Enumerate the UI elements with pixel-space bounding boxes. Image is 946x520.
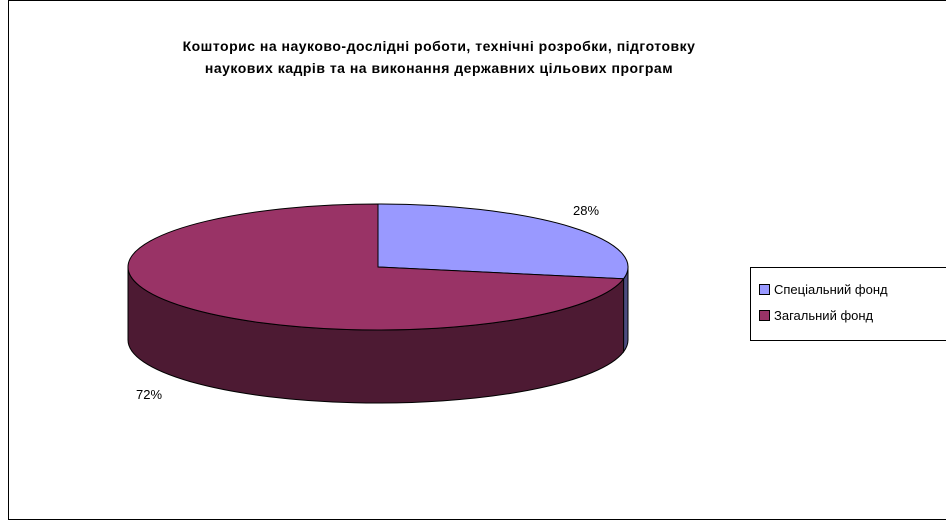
pie-slice-1 <box>127 203 625 331</box>
pie-chart <box>127 203 629 404</box>
legend-label-special: Спеціальний фонд <box>774 281 888 297</box>
chart-title-line-1: Кошторис на науково-дослідні роботи, тех… <box>182 38 696 54</box>
data-label-general: 72% <box>136 387 163 402</box>
pie-slice-0 <box>377 203 629 280</box>
pie-side-0 <box>623 266 629 354</box>
legend-item-general: Загальний фонд <box>759 302 946 328</box>
legend-swatch-general <box>759 309 770 321</box>
chart-title-line-2: наукових кадрів та на виконання державни… <box>204 60 674 76</box>
data-label-special: 28% <box>573 203 600 218</box>
legend-label-general: Загальний фонд <box>774 307 874 323</box>
legend-swatch-special <box>759 283 770 295</box>
legend-item-special: Спеціальний фонд <box>759 276 946 302</box>
chart-title: Кошторис на науково-дослідні роботи, тех… <box>89 35 789 79</box>
legend: Спеціальний фонд Загальний фонд <box>750 267 946 341</box>
